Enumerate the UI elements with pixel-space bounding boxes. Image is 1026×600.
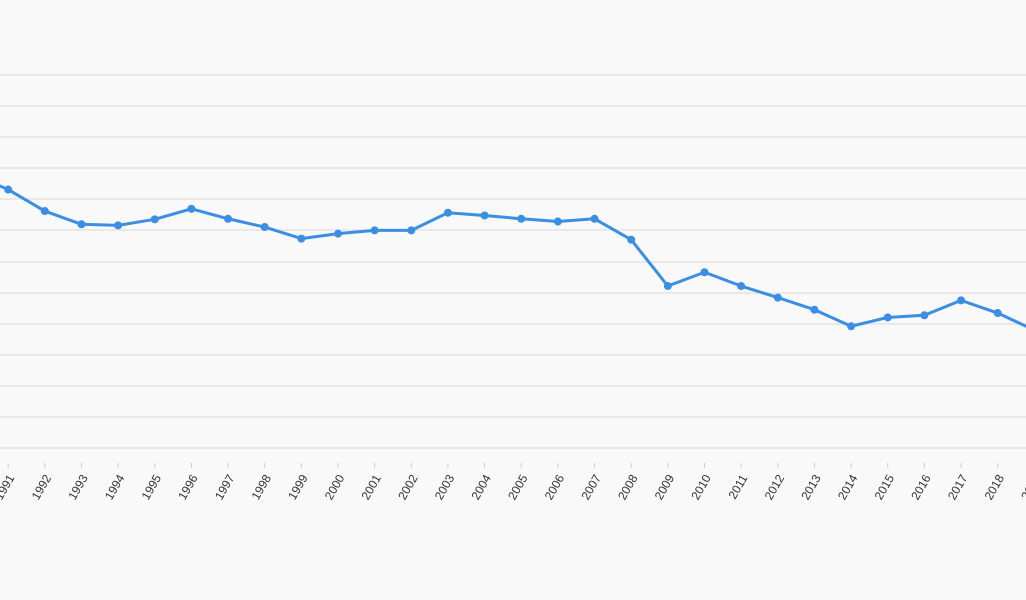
- data-point-2001[interactable]: [370, 226, 379, 235]
- data-point-1992[interactable]: [40, 207, 49, 216]
- x-tick-label: 2008: [615, 472, 641, 502]
- x-tick-label: 2018: [982, 472, 1008, 502]
- x-tick-label: 1992: [29, 472, 55, 502]
- x-tick-label: 2015: [872, 472, 898, 502]
- gridlines: [0, 74, 1026, 449]
- x-tick-label: 1997: [212, 472, 238, 502]
- data-points: [4, 185, 1002, 331]
- series-line-layer: [0, 184, 1026, 328]
- x-tick-label: 1991: [0, 472, 18, 502]
- x-tick-label: 2017: [945, 472, 971, 502]
- data-point-2014[interactable]: [847, 322, 856, 331]
- x-tick-label: 2000: [322, 472, 348, 502]
- x-tick-label: 2016: [908, 472, 934, 502]
- x-tick-label: 2002: [395, 472, 421, 502]
- data-point-2005[interactable]: [517, 214, 526, 223]
- data-point-1994[interactable]: [114, 221, 123, 230]
- data-point-2003[interactable]: [443, 208, 452, 217]
- x-tick-label: 2014: [835, 472, 861, 502]
- data-point-2011[interactable]: [737, 282, 746, 291]
- data-point-2015[interactable]: [883, 313, 892, 322]
- data-point-1991[interactable]: [4, 185, 13, 194]
- x-tick-label: 2007: [578, 472, 604, 502]
- data-point-2017[interactable]: [957, 296, 966, 305]
- x-axis-ticks: 1991 1992 1993 1994 1995 1996 1997 1998 1999 2000…: [0, 463, 1026, 502]
- x-tick-label: 1999: [285, 472, 311, 502]
- x-tick-label: 1996: [175, 472, 201, 502]
- data-point-2006[interactable]: [553, 217, 562, 226]
- data-point-1997[interactable]: [224, 214, 233, 223]
- data-point-2004[interactable]: [480, 211, 489, 220]
- x-tick-label: 2019: [1018, 472, 1026, 502]
- data-point-1995[interactable]: [150, 215, 159, 224]
- x-tick-label: 2005: [505, 472, 531, 502]
- x-tick-label: 1995: [139, 472, 165, 502]
- data-point-1998[interactable]: [260, 223, 269, 232]
- x-tick-label: 2006: [542, 472, 568, 502]
- data-point-2000[interactable]: [334, 229, 342, 238]
- x-tick-label: 2009: [652, 472, 678, 502]
- data-point-2010[interactable]: [700, 268, 709, 277]
- x-tick-label: 2010: [688, 472, 714, 502]
- x-tick-label: 2013: [798, 472, 824, 502]
- x-tick-label: 2011: [725, 472, 750, 502]
- data-point-2012[interactable]: [773, 293, 782, 302]
- data-point-1996[interactable]: [187, 204, 196, 213]
- series-line: [0, 184, 1026, 328]
- data-point-2002[interactable]: [407, 226, 416, 235]
- data-point-2013[interactable]: [810, 305, 819, 314]
- data-point-2009[interactable]: [663, 282, 672, 291]
- x-tick-label: 2004: [468, 472, 494, 502]
- data-point-2007[interactable]: [590, 214, 599, 223]
- data-point-1999[interactable]: [297, 234, 306, 243]
- data-point-2016[interactable]: [920, 311, 929, 320]
- x-tick-label: 1994: [102, 472, 128, 502]
- x-tick-label: 2003: [432, 472, 458, 502]
- x-tick-label: 2012: [762, 472, 788, 502]
- data-point-2018[interactable]: [993, 309, 1002, 318]
- x-tick-label: 1993: [65, 472, 91, 502]
- data-point-1993[interactable]: [77, 220, 86, 229]
- data-point-2008[interactable]: [627, 235, 636, 244]
- x-tick-label: 2001: [359, 472, 385, 502]
- x-tick-label: 1998: [249, 472, 275, 502]
